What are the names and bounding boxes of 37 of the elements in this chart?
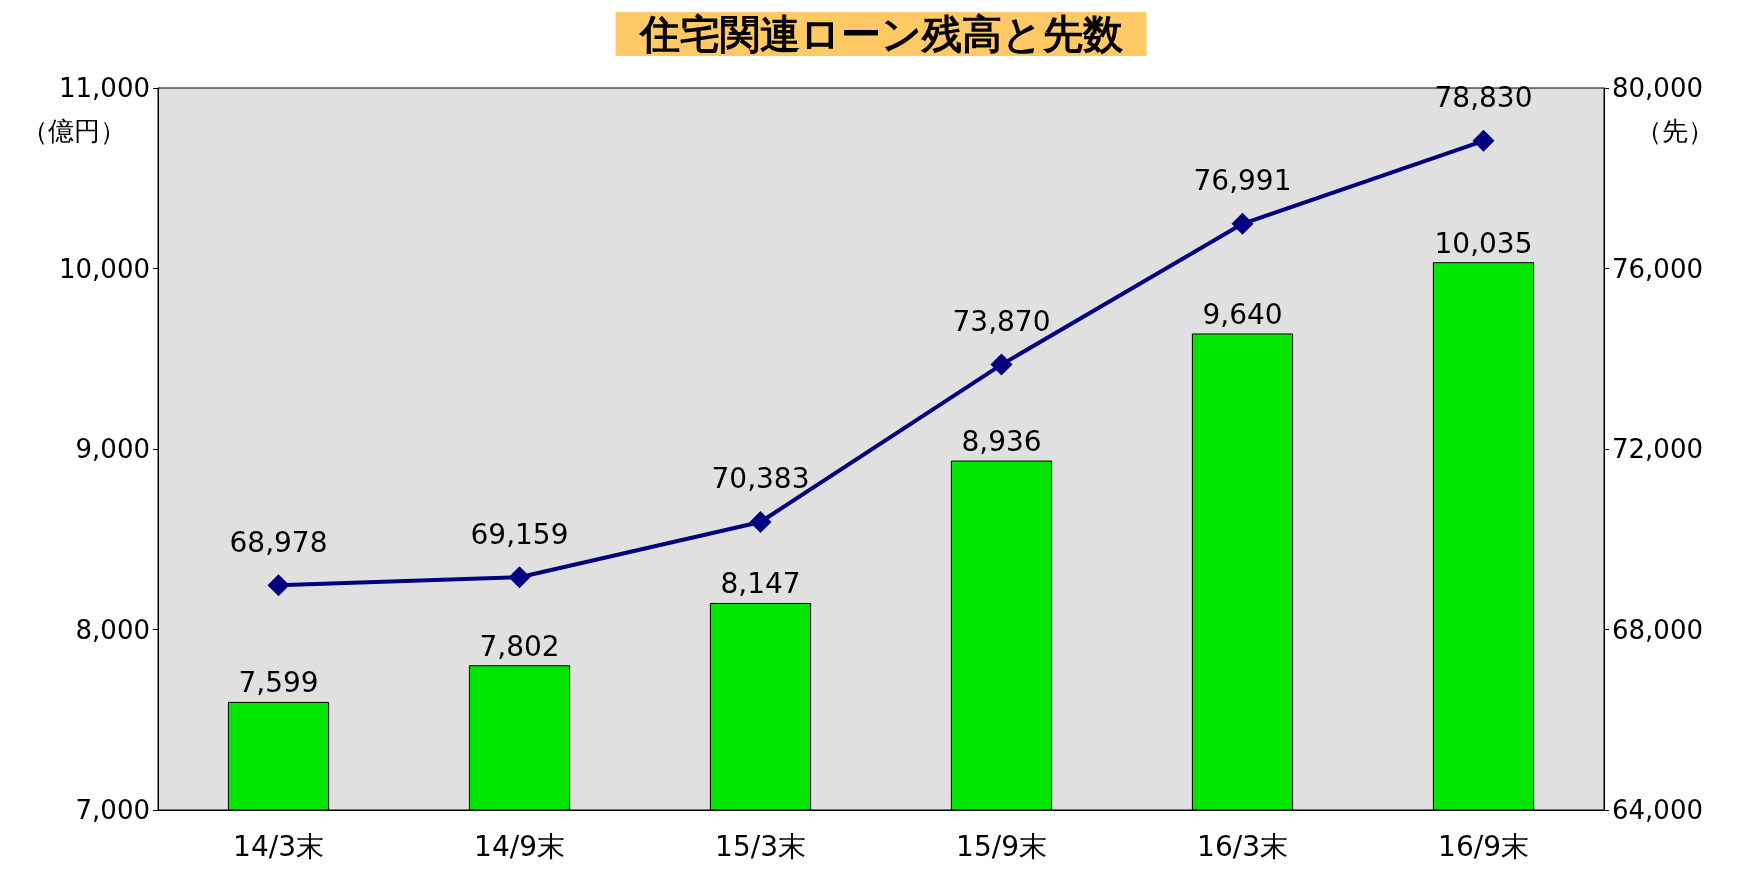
data-label: 69,159 [470,517,569,551]
y2-tick-label: 80,000 [1612,73,1703,103]
y2-tick-label: 76,000 [1612,253,1703,284]
data-label: 68,978 [229,525,328,559]
x-tick-label: 14/9末 [474,829,565,863]
data-label: 73,870 [952,305,1051,339]
point [1472,129,1495,152]
point [267,574,290,597]
point [749,510,772,533]
y-tick-label: 11,000 [59,73,150,103]
chart-title: 住宅関連ローン残高と先数 [637,11,1124,57]
y-tick-label: 9,000 [75,434,150,464]
data-label: 76,991 [1193,164,1292,198]
y-axis-title: （億円） [22,116,126,146]
data-label: 8,147 [720,567,801,601]
x-tick-label: 15/3末 [715,829,806,863]
y2-tick-label: 72,000 [1612,434,1703,464]
y-tick-label: 7,000 [75,795,150,825]
y2-tick-label: 64,000 [1612,795,1703,825]
data-label: 7,802 [479,629,560,663]
point [1231,212,1254,235]
data-label: 9,640 [1202,297,1283,331]
y-tick-label: 10,000 [59,253,150,284]
data-label: 78,830 [1434,81,1533,115]
data-label: 8,936 [961,425,1042,459]
x-tick-label: 16/9末 [1438,829,1529,863]
y-tick-label: 8,000 [75,614,150,645]
data-label: 10,035 [1434,226,1533,260]
x-tick-label: 14/3末 [233,829,324,863]
x-tick-label: 15/9末 [956,829,1047,863]
x-tick-label: 16/3末 [1197,829,1288,863]
data-label: 7,599 [238,666,319,700]
y2-axis-title: （先） [1636,116,1714,146]
point [508,566,531,589]
data-label: 70,383 [711,462,810,496]
y2-tick-label: 68,000 [1612,614,1703,645]
point [990,353,1013,376]
